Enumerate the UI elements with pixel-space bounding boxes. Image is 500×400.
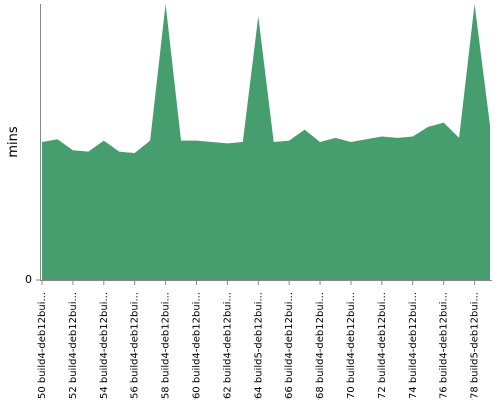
x-tick-label: #74 build4-deb12bui... [408,292,419,400]
x-tick-label: #64 build5-deb12bui... [253,292,264,400]
x-tick-label: #58 build4-deb12bui... [161,292,172,400]
x-tick-label: #72 build4-deb12bui... [377,292,388,400]
x-tick-label: #76 build4-deb12bui... [439,292,450,400]
y-tick-label: 0 [25,273,32,286]
x-tick-label: #62 build4-deb12bui... [222,292,233,400]
x-tick-label: #60 build4-deb12bui... [191,292,202,400]
x-tick-label: #78 build5-deb12bui... [470,292,481,400]
x-tick-label: #56 build4-deb12bui... [130,292,141,400]
y-axis-label: mins [6,126,21,158]
x-tick-label: #54 build4-deb12bui... [99,292,110,400]
x-tick-label: #66 build4-deb12bui... [284,292,295,400]
x-tick-label: #68 build4-deb12bui... [315,292,326,400]
x-tick-label: #70 build4-deb12bui... [346,292,357,400]
area [42,4,490,280]
x-tick-label: #52 build4-deb12bui... [68,292,79,400]
x-tick-label: #50 build4-deb12bui... [37,292,48,400]
